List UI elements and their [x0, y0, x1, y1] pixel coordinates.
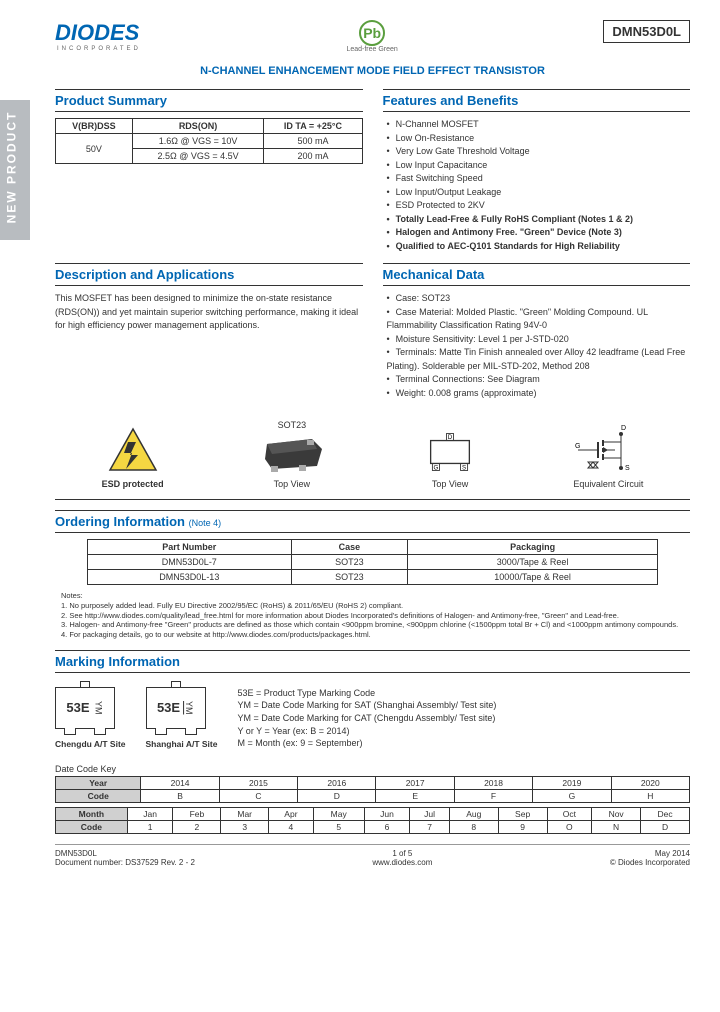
- mechanical-list: Case: SOT23 Case Material: Molded Plasti…: [383, 292, 691, 400]
- mechanical-item: Weight: 0.008 grams (approximate): [387, 387, 691, 401]
- pb-free-icon: Pb: [359, 20, 385, 46]
- marking-info-item: 53E = Product Type Marking Code: [237, 687, 496, 700]
- code-hdr: Code: [56, 820, 128, 833]
- feature-item: Halogen and Antimony Free. "Green" Devic…: [387, 226, 691, 240]
- description-heading: Description and Applications: [55, 263, 363, 286]
- order-col-pkg: Packaging: [407, 540, 657, 555]
- topview2-label: Top View: [420, 479, 480, 489]
- feature-item: Very Low Gate Threshold Voltage: [387, 145, 691, 159]
- marking-info-item: Y or Y = Year (ex: B = 2014): [237, 725, 496, 738]
- sot23-label: SOT23: [257, 420, 327, 430]
- equiv-label: Equivalent Circuit: [573, 479, 643, 489]
- mechanical-item: Terminals: Matte Tin Finish annealed ove…: [387, 346, 691, 373]
- site2-label: Shanghai A/T Site: [146, 739, 218, 749]
- header: DIODES INCORPORATED Pb Lead-free Green D…: [55, 20, 690, 53]
- note-item: 4. For packaging details, go to our webs…: [61, 630, 690, 640]
- green-badge: Pb Lead-free Green: [346, 20, 397, 53]
- order-cell: DMN53D0L-13: [87, 570, 291, 585]
- site1-label: Chengdu A/T Site: [55, 739, 126, 749]
- summary-id-0: 500 mA: [264, 134, 362, 149]
- svg-text:G: G: [575, 443, 580, 450]
- esd-icon: [108, 427, 158, 472]
- green-label: Lead-free Green: [346, 46, 397, 53]
- feature-item: Low On-Resistance: [387, 132, 691, 146]
- marking-heading: Marking Information: [55, 650, 690, 673]
- svg-text:D: D: [448, 434, 453, 441]
- order-col-case: Case: [291, 540, 407, 555]
- sot23-pinout-icon: D G S: [420, 430, 480, 474]
- svg-text:G: G: [434, 465, 439, 472]
- product-summary-heading: Product Summary: [55, 89, 363, 112]
- footer-url: www.diodes.com: [372, 858, 432, 867]
- part-number-box: DMN53D0L: [603, 20, 690, 43]
- diagrams-row: ESD protected SOT23 Top View D G S Top Vie…: [55, 410, 690, 500]
- mechanical-heading: Mechanical Data: [383, 263, 691, 286]
- feature-item: Low Input Capacitance: [387, 159, 691, 173]
- feature-item: N-Channel MOSFET: [387, 118, 691, 132]
- summary-col-rds: RDS(ON): [132, 119, 264, 134]
- mechanical-item: Moisture Sensitivity: Level 1 per J-STD-…: [387, 333, 691, 347]
- product-summary-table: V(BR)DSS RDS(ON) ID TA = +25°C 50V 1.6Ω …: [55, 118, 363, 164]
- order-cell: 10000/Tape & Reel: [407, 570, 657, 585]
- topview1-label: Top View: [257, 479, 327, 489]
- order-cell: SOT23: [291, 570, 407, 585]
- order-cell: 3000/Tape & Reel: [407, 555, 657, 570]
- summary-col-vbr: V(BR)DSS: [56, 119, 133, 134]
- mechanical-item: Case Material: Molded Plastic. "Green" M…: [387, 306, 691, 333]
- svg-text:S: S: [462, 465, 466, 472]
- document-title: N-CHANNEL ENHANCEMENT MODE FIELD EFFECT …: [55, 65, 690, 77]
- feature-item: Qualified to AEC-Q101 Standards for High…: [387, 240, 691, 254]
- feature-item: Low Input/Output Leakage: [387, 186, 691, 200]
- month-code-table: Month JanFebMarAprMayJunJulAugSepOctNovD…: [55, 807, 690, 834]
- summary-vbr: 50V: [56, 134, 133, 164]
- marking-chip-1: 53E YM: [55, 687, 115, 729]
- summary-rds-1: 2.5Ω @ VGS = 4.5V: [132, 149, 264, 164]
- features-list: N-Channel MOSFET Low On-Resistance Very …: [383, 118, 691, 253]
- description-text: This MOSFET has been designed to minimiz…: [55, 292, 363, 333]
- features-heading: Features and Benefits: [383, 89, 691, 112]
- footer-copy: © Diodes Incorporated: [610, 858, 690, 867]
- logo: DIODES INCORPORATED: [55, 20, 141, 52]
- esd-label: ESD protected: [102, 479, 164, 489]
- summary-rds-0: 1.6Ω @ VGS = 10V: [132, 134, 264, 149]
- order-cell: SOT23: [291, 555, 407, 570]
- note-item: 1. No purposely added lead. Fully EU Dir…: [61, 601, 690, 611]
- note-item: 3. Halogen- and Antimony-free "Green" pr…: [61, 620, 690, 630]
- order-col-part: Part Number: [87, 540, 291, 555]
- year-code-table: Year 2014 2015 2016 2017 2018 2019 2020 …: [55, 776, 690, 803]
- marking-row: 53E YM Chengdu A/T Site 53E YM Shanghai …: [55, 679, 690, 758]
- marking-info-item: YM = Date Code Marking for CAT (Chengdu …: [237, 712, 496, 725]
- marking-chip-2: 53E YM: [146, 687, 206, 729]
- code-hdr: Code: [56, 789, 141, 802]
- mechanical-item: Case: SOT23: [387, 292, 691, 306]
- summary-id-1: 200 mA: [264, 149, 362, 164]
- summary-col-id: ID TA = +25°C: [264, 119, 362, 134]
- footer-date: May 2014: [610, 849, 690, 858]
- ordering-table: Part Number Case Packaging DMN53D0L-7 SO…: [87, 539, 659, 585]
- feature-item: Fast Switching Speed: [387, 172, 691, 186]
- logo-text: DIODES: [55, 20, 141, 46]
- logo-subtitle: INCORPORATED: [57, 46, 141, 52]
- svg-text:S: S: [625, 465, 630, 472]
- year-hdr: Year: [56, 776, 141, 789]
- footer: DMN53D0L Document number: DS37529 Rev. 2…: [55, 844, 690, 871]
- feature-item: Totally Lead-Free & Fully RoHS Compliant…: [387, 213, 691, 227]
- ordering-notes: Notes: 1. No purposely added lead. Fully…: [55, 591, 690, 640]
- footer-doc: Document number: DS37529 Rev. 2 - 2: [55, 858, 195, 867]
- sot23-3d-icon: [257, 434, 327, 474]
- order-cell: DMN53D0L-7: [87, 555, 291, 570]
- mechanical-item: Terminal Connections: See Diagram: [387, 373, 691, 387]
- marking-info: 53E = Product Type Marking Code YM = Dat…: [237, 687, 496, 750]
- datecode-label: Date Code Key: [55, 764, 690, 774]
- footer-page: 1 of 5: [372, 849, 432, 858]
- note-item: 2. See http://www.diodes.com/quality/lea…: [61, 611, 690, 621]
- feature-item: ESD Protected to 2KV: [387, 199, 691, 213]
- ordering-heading: Ordering Information (Note 4): [55, 510, 690, 533]
- marking-info-item: YM = Date Code Marking for SAT (Shanghai…: [237, 699, 496, 712]
- svg-text:D: D: [621, 425, 626, 432]
- footer-part: DMN53D0L: [55, 849, 195, 858]
- marking-info-item: M = Month (ex: 9 = September): [237, 737, 496, 750]
- equivalent-circuit-icon: D S G: [573, 424, 643, 474]
- month-hdr: Month: [56, 807, 128, 820]
